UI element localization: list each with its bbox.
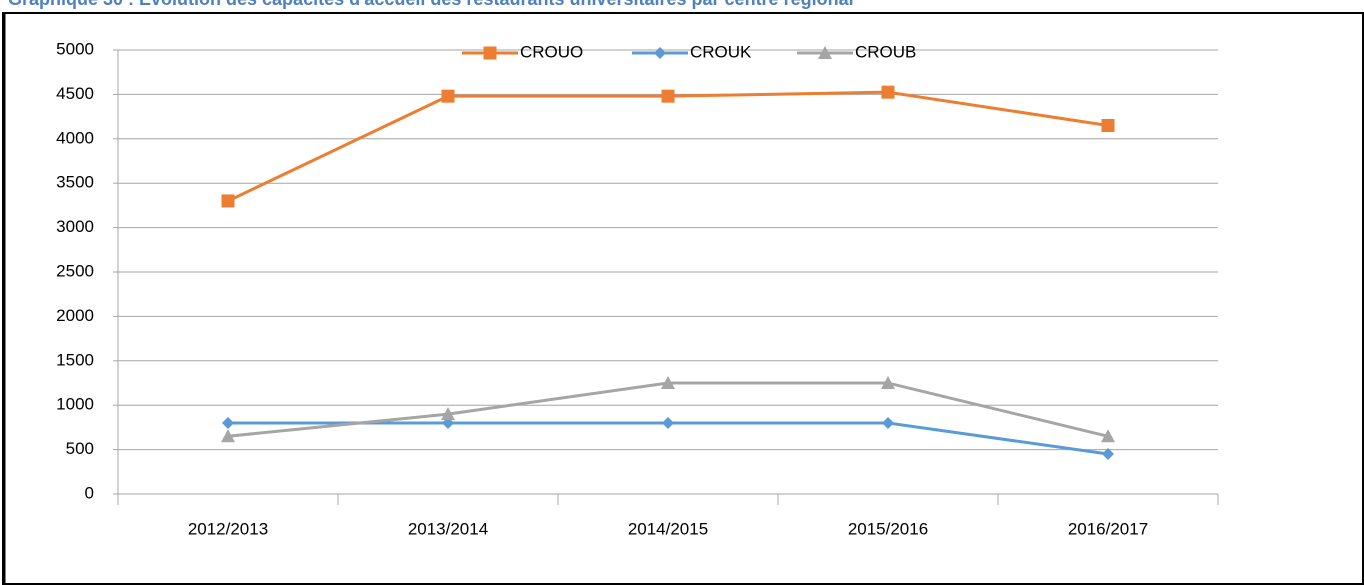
y-tick-label: 3500 — [56, 173, 94, 192]
data-point — [221, 194, 235, 208]
y-tick-label: 4000 — [56, 128, 94, 147]
data-point — [662, 416, 674, 429]
legend-label: CROUK — [690, 42, 752, 61]
chart-title: Graphique 30 : Evolution des capacités d… — [8, 0, 854, 9]
y-tick-label: 5000 — [56, 39, 94, 58]
data-point — [882, 416, 894, 429]
chart-border — [2, 12, 1364, 585]
y-tick-label: 1500 — [56, 350, 94, 369]
data-point — [881, 85, 895, 99]
x-tick-label: 2016/2017 — [1068, 519, 1148, 538]
legend-label: CROUB — [855, 42, 916, 61]
x-tick-label: 2013/2014 — [408, 519, 488, 538]
y-tick-label: 2000 — [56, 306, 94, 325]
data-point — [222, 416, 234, 429]
x-tick-label: 2015/2016 — [848, 519, 928, 538]
y-tick-label: 500 — [66, 439, 94, 458]
x-tick-label: 2014/2015 — [628, 519, 708, 538]
legend-marker — [654, 47, 666, 59]
y-tick-label: 4500 — [56, 84, 94, 103]
legend-marker — [818, 46, 832, 59]
data-point — [881, 376, 895, 389]
data-point — [1101, 118, 1115, 132]
legend-label: CROUO — [520, 42, 583, 61]
legend-marker — [483, 46, 497, 60]
x-tick-label: 2012/2013 — [188, 519, 268, 538]
y-tick-label: 1000 — [56, 395, 94, 414]
y-tick-label: 0 — [85, 483, 94, 502]
data-point — [441, 89, 455, 103]
data-point — [661, 89, 675, 103]
y-tick-label: 2500 — [56, 261, 94, 280]
data-point — [221, 429, 235, 443]
data-point — [1101, 429, 1115, 443]
data-point — [441, 407, 455, 421]
series-line — [227, 90, 1109, 203]
data-point — [661, 376, 675, 389]
data-point — [1102, 448, 1114, 461]
y-tick-label: 3000 — [56, 217, 94, 236]
